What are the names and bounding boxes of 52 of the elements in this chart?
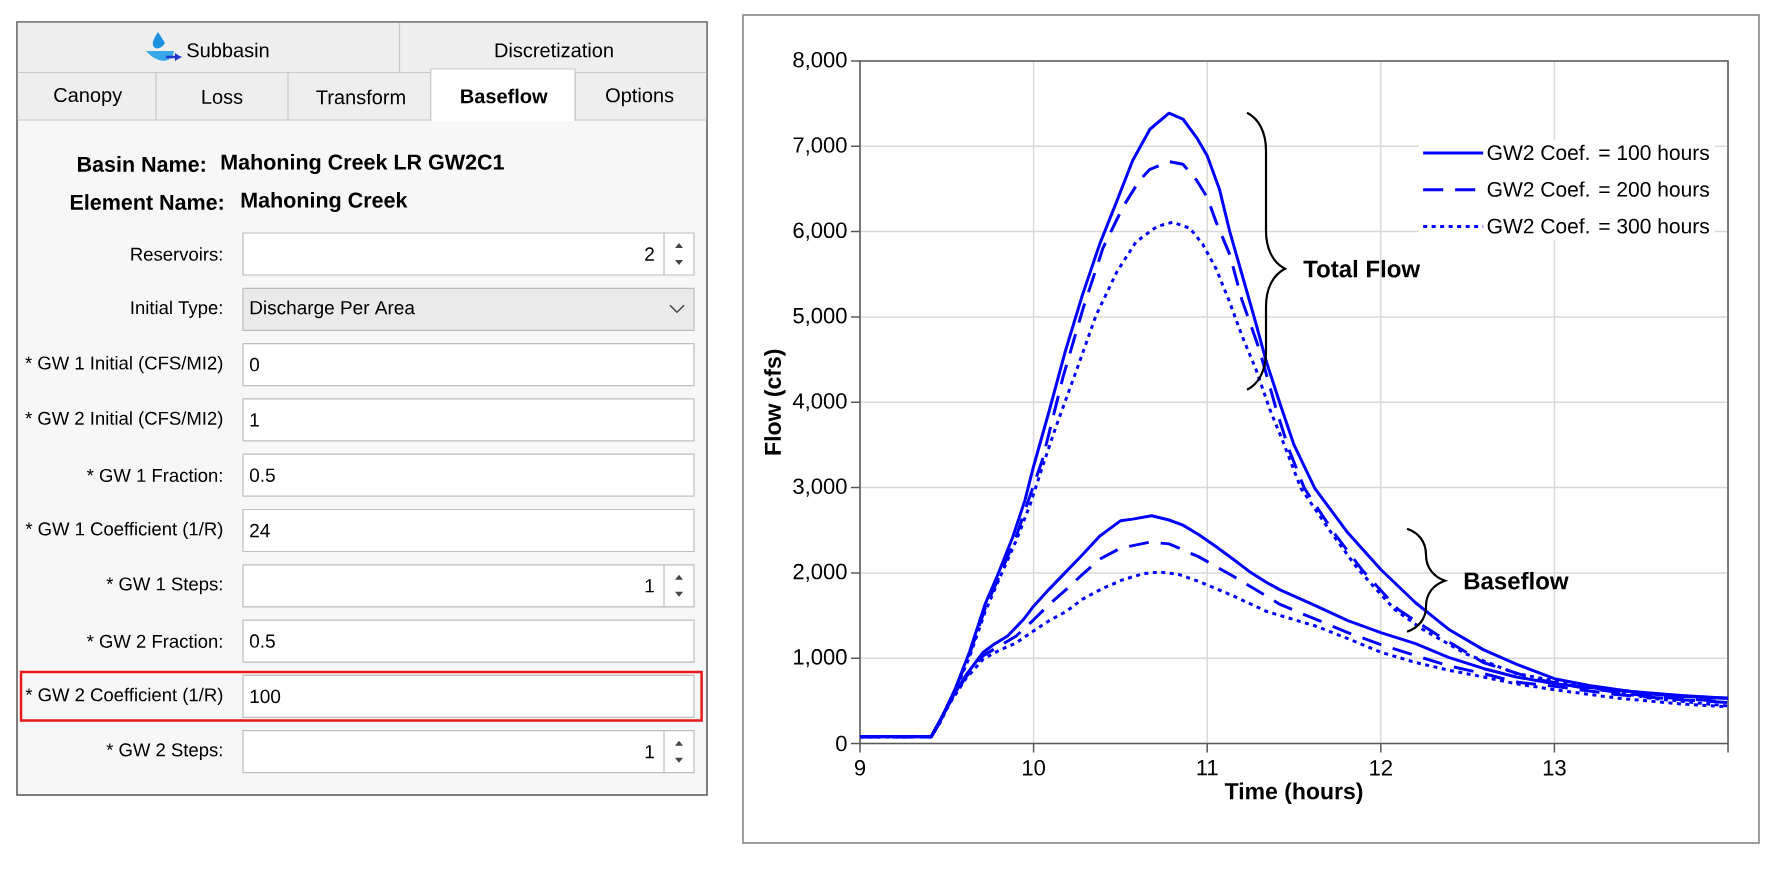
text: Element Name:	[70, 194, 223, 210]
text: Subbasin	[187, 42, 269, 58]
text: * GW 2 Steps:	[106, 743, 222, 761]
text: Initial Type:	[131, 300, 222, 318]
text: * GW 1 Steps:	[106, 577, 222, 595]
text: * GW 1 Initial (CFS/MI2)	[25, 355, 223, 374]
text: Reservoirs:	[131, 247, 222, 261]
text: 0	[249, 357, 260, 372]
text: 100	[250, 689, 281, 704]
text: * GW 2 Fraction:	[86, 634, 222, 648]
y-tick-label: 1,000	[794, 649, 847, 668]
annotation: Baseflow	[1464, 571, 1569, 590]
text: Baseflow	[461, 88, 548, 104]
x-tick-label: 13	[1543, 760, 1566, 776]
text: Discretization	[495, 42, 613, 58]
text: 1	[645, 745, 654, 759]
x-tick-label: 12	[1370, 760, 1392, 776]
text: * GW 2 Coefficient (1/R)	[25, 687, 223, 706]
y-tick-label: 8,000	[793, 51, 847, 71]
y-tick-label: 2,000	[793, 563, 847, 582]
text: 1	[250, 413, 259, 427]
text: * GW 2 Initial (CFS/MI2)	[25, 411, 223, 429]
y-tick-label: 3,000	[793, 478, 847, 497]
text: Loss	[202, 90, 243, 104]
text: Mahoning Creek LR GW2C1	[221, 153, 504, 175]
y-tick-label: 0	[836, 735, 847, 752]
text: Transform	[316, 89, 405, 105]
text: Mahoning Creek	[241, 191, 408, 213]
legend-label: GW2 Coef. = 200 hours	[1487, 181, 1709, 197]
legend-label: GW2 Coef. = 100 hours	[1487, 144, 1709, 161]
text: 24	[250, 523, 270, 538]
text: * GW 1 Fraction:	[86, 468, 222, 482]
annotation: Total Flow	[1303, 259, 1421, 278]
y-tick-label: 6,000	[793, 222, 847, 241]
text: Discharge Per Area	[250, 300, 415, 319]
y-axis-title: Flow (cfs)	[764, 349, 786, 455]
text: 2	[645, 247, 654, 261]
legend-label: GW2 Coef. = 300 hours	[1487, 218, 1709, 234]
text: Basin Name:	[78, 156, 205, 172]
x-tick-label: 10	[1023, 760, 1045, 776]
x-axis-title: Time (hours)	[1224, 782, 1363, 804]
y-tick-label: 7,000	[793, 137, 847, 156]
text: 0.5	[249, 468, 275, 482]
text: * GW 1 Coefficient (1/R)	[25, 521, 223, 540]
text: 1	[645, 579, 654, 593]
x-tick-label: 11	[1197, 760, 1218, 776]
text: Options	[606, 87, 674, 107]
text: 0.5	[249, 634, 275, 648]
y-tick-label: 5,000	[793, 307, 847, 327]
x-tick-label: 9	[854, 760, 866, 776]
text: Canopy	[54, 87, 123, 107]
y-tick-label: 4,000	[792, 393, 847, 412]
